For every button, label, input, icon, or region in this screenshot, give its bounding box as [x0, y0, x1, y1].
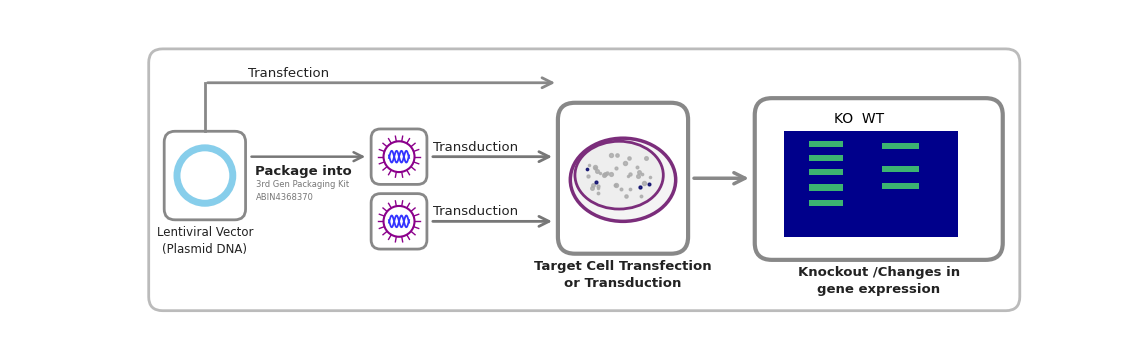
Text: Package into: Package into [255, 165, 351, 178]
FancyBboxPatch shape [808, 141, 842, 147]
Text: Transduction: Transduction [433, 205, 519, 218]
Text: KO  WT: KO WT [833, 112, 884, 126]
FancyBboxPatch shape [372, 194, 426, 249]
FancyBboxPatch shape [808, 169, 842, 175]
Ellipse shape [575, 141, 663, 209]
FancyBboxPatch shape [882, 143, 919, 149]
FancyBboxPatch shape [808, 200, 842, 206]
Circle shape [383, 206, 415, 237]
FancyBboxPatch shape [755, 98, 1003, 260]
Circle shape [383, 141, 415, 172]
FancyBboxPatch shape [784, 131, 958, 237]
Text: Transfection: Transfection [247, 67, 328, 80]
Text: Lentiviral Vector
(Plasmid DNA): Lentiviral Vector (Plasmid DNA) [156, 226, 253, 256]
Text: 3rd Gen Packaging Kit
ABIN4368370: 3rd Gen Packaging Kit ABIN4368370 [256, 180, 350, 202]
FancyBboxPatch shape [808, 184, 842, 190]
Text: Target Cell Transfection
or Transduction: Target Cell Transfection or Transduction [535, 260, 711, 290]
Text: Transduction: Transduction [433, 141, 519, 153]
FancyBboxPatch shape [372, 129, 426, 184]
FancyBboxPatch shape [557, 103, 689, 254]
FancyBboxPatch shape [882, 183, 919, 189]
FancyBboxPatch shape [882, 166, 919, 172]
FancyBboxPatch shape [164, 131, 245, 220]
FancyBboxPatch shape [808, 155, 842, 161]
Ellipse shape [570, 138, 676, 221]
Text: Knockout /Changes in
gene expression: Knockout /Changes in gene expression [798, 266, 960, 296]
FancyBboxPatch shape [148, 49, 1020, 311]
